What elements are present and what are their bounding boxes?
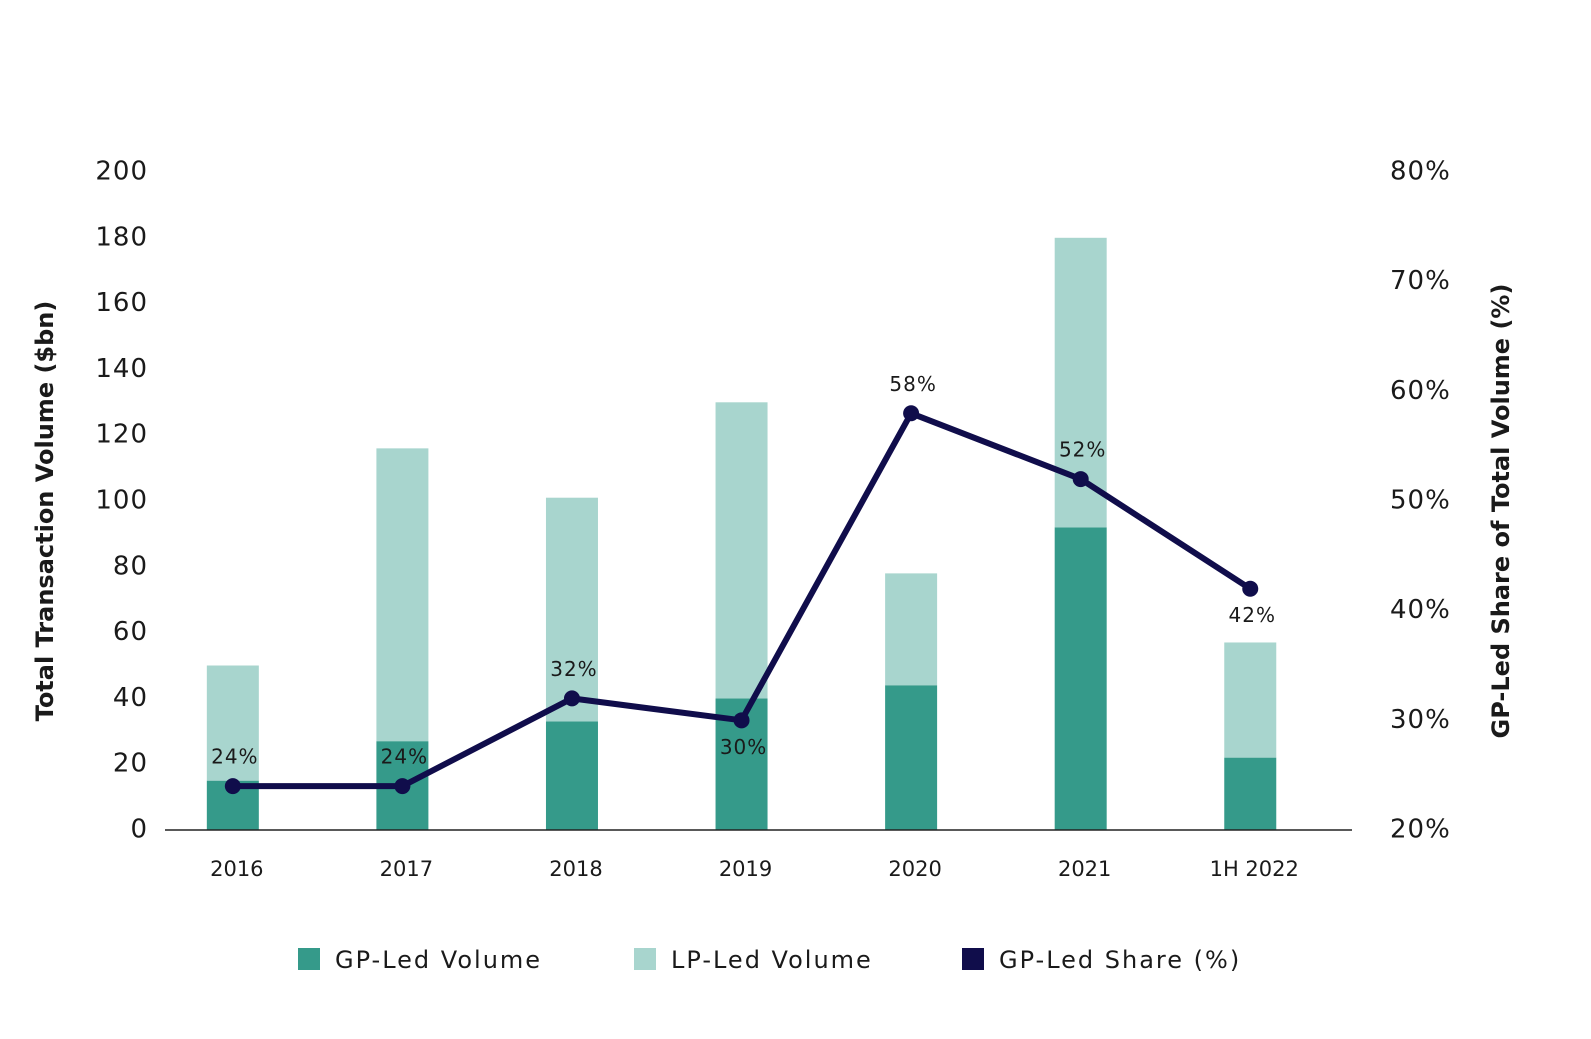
x-tick-label: 2020 — [888, 857, 941, 881]
line-point — [1072, 471, 1089, 488]
x-tick-label: 2016 — [210, 857, 263, 881]
legend-swatch — [962, 948, 984, 970]
y-tick-label: 80 — [113, 551, 148, 581]
data-label: 32% — [550, 657, 597, 681]
line-point — [733, 712, 750, 729]
y2-tick-label: 20% — [1390, 815, 1451, 845]
legend-swatch — [634, 948, 656, 970]
line-point — [903, 405, 920, 422]
legend-swatch — [298, 948, 320, 970]
data-label: 24% — [381, 745, 428, 769]
bar-segment — [545, 721, 598, 830]
data-label: 58% — [889, 372, 936, 396]
line-point — [394, 778, 411, 795]
x-tick-label: 2019 — [719, 857, 772, 881]
y-tick-label: 180 — [95, 222, 148, 252]
x-tick-label: 2017 — [380, 857, 433, 881]
legend-label: GP-Led Share (%) — [999, 946, 1241, 974]
x-tick-label: 2021 — [1058, 857, 1111, 881]
y2-axis-title: GP-Led Share of Total Volume (%) — [1487, 284, 1515, 739]
bar-segment — [1224, 757, 1277, 830]
bar-segment — [545, 497, 598, 722]
y-tick-label: 20 — [113, 749, 148, 779]
y2-tick-label: 40% — [1390, 595, 1451, 625]
y-tick-label: 140 — [95, 354, 148, 384]
x-tick-label: 1H 2022 — [1210, 857, 1299, 881]
legend-label: LP-Led Volume — [671, 946, 873, 974]
bar-segment — [376, 448, 429, 742]
y-tick-label: 120 — [95, 420, 148, 450]
y-axis-title: Total Transaction Volume ($bn) — [31, 301, 59, 722]
line-point — [563, 690, 580, 707]
x-tick-label: 2018 — [549, 857, 602, 881]
data-label: 52% — [1059, 438, 1106, 462]
y2-tick-label: 70% — [1390, 266, 1451, 296]
y2-tick-label: 50% — [1390, 486, 1451, 516]
bar-segment — [206, 665, 259, 781]
line-point — [224, 778, 241, 795]
y2-tick-label: 30% — [1390, 705, 1451, 735]
bar-segment — [1054, 527, 1107, 830]
data-label: 42% — [1229, 603, 1276, 627]
line-point — [1242, 580, 1259, 597]
bar-segment — [715, 402, 768, 699]
y-tick-label: 40 — [113, 683, 148, 713]
y-tick-label: 100 — [95, 486, 148, 516]
y2-tick-label: 60% — [1390, 376, 1451, 406]
legend-label: GP-Led Volume — [335, 946, 542, 974]
bar-segment — [885, 685, 938, 830]
y-tick-label: 160 — [95, 288, 148, 318]
data-label: 24% — [211, 745, 258, 769]
data-label: 30% — [720, 735, 767, 759]
y2-tick-label: 80% — [1390, 157, 1451, 187]
y-tick-label: 200 — [95, 157, 148, 187]
y-tick-label: 60 — [113, 617, 148, 647]
bar-segment — [885, 573, 938, 686]
y-tick-label: 0 — [130, 815, 148, 845]
bar-segment — [1224, 642, 1277, 758]
